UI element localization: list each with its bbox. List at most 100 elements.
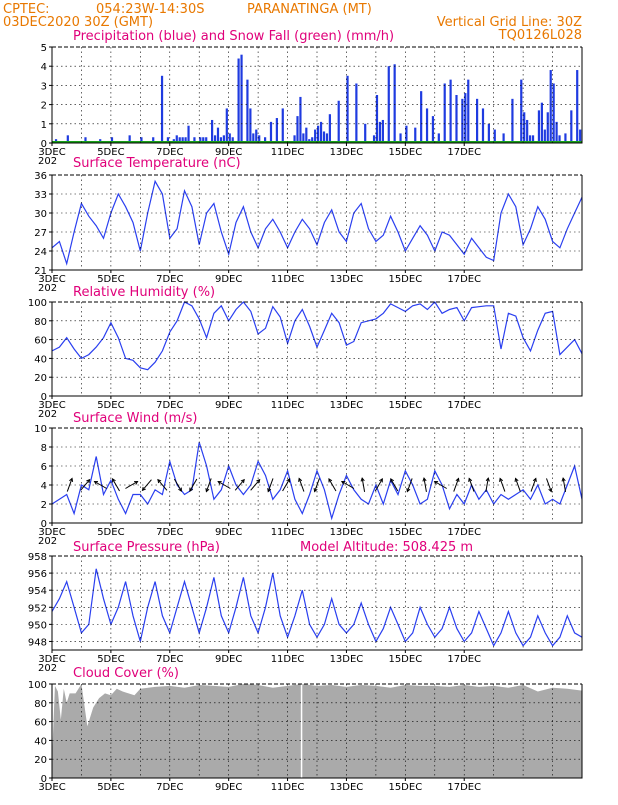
precip-bar [414,127,417,143]
header-coords: 054:23W-14:30S [96,2,204,17]
x-tick-label: 3DEC [38,274,65,285]
y-tick-label: 5 [41,43,47,54]
y-tick-label: 4 [41,481,47,492]
x-tick-label: 7DEC [156,274,183,285]
wind-arrow [234,478,245,491]
x-tick-label: 9DEC [215,274,242,285]
wind-arrow [561,477,567,492]
x-year-label: 202 [38,156,57,167]
wind-arrow [267,478,274,493]
precip-bar [546,112,549,143]
cloud-gap [300,684,303,778]
precip-bar [570,110,573,143]
precip-bar [431,116,435,143]
y-tick-label: 60 [34,336,47,347]
wind-arrow [453,477,460,492]
x-tick-label: 11DEC [271,782,305,793]
y-tick-label: 40 [34,354,47,365]
header-station: PARANATINGA (MT) [247,2,372,17]
y-tick-label: 0 [41,519,47,530]
y-tick-label: 958 [28,552,47,563]
x-tick-label: 3DEC [38,782,65,793]
precip-bar [540,102,543,143]
wind-arrow [298,477,305,492]
precip-bar [364,123,367,143]
precip-bar [443,83,446,143]
cloud-title: Cloud Cover (%) [73,666,179,681]
temp-panel: 21 24 27 30 33 36 3DEC 5DEC 7DEC 9DEC 11DEC 13DEC 15… [34,171,583,294]
precip-bar [152,137,155,143]
precip-bar [502,133,505,143]
precip-bar [337,100,340,143]
precip-bar [526,119,529,143]
precip-bar [193,137,196,143]
wind-title: Surface Wind (m/s) [73,411,197,426]
precip-bar [140,137,143,143]
x-tick-label: 3DEC [38,654,65,665]
x-tick-label: 5DEC [97,274,124,285]
precip-bar [275,118,278,143]
wind-arrow [514,477,521,492]
precip-bar [523,112,526,143]
x-tick-label: 17DEC [447,400,481,411]
precip-bar [387,66,390,143]
rh-panel: 0 20 40 60 80 100 3DEC 5DEC 7DEC 9DEC 11DEC 13DEC 15… [28,298,583,420]
x-tick-label: 13DEC [330,274,364,285]
frame [51,47,583,144]
y-tick-label: 954 [28,586,47,597]
precip-bar [252,133,255,143]
precip-bar [128,135,131,143]
x-tick-label: 7DEC [156,527,183,538]
frame [51,428,583,524]
x-tick-label: 11DEC [271,527,305,538]
precip-bar [222,135,225,143]
precip-bar [328,114,331,143]
x-year-label: 202 [38,663,57,674]
precip-bar [231,137,234,143]
frame [51,302,583,397]
precip-bar [372,135,376,143]
header-run: 03DEC2020 30Z (GMT) [3,15,153,30]
wind-arrow [189,478,198,492]
x-tick-label: 9DEC [215,400,242,411]
precip-bar [555,121,558,143]
precip-bar [399,133,402,143]
rh-title: Relative Humidity (%) [73,285,215,300]
y-tick-label: 6 [41,462,47,473]
y-tick-label: 20 [34,755,47,766]
precip-bar [302,133,305,143]
pressure-title: Surface Pressure (hPa) [73,540,220,555]
precip-bar [299,96,302,143]
y-tick-label: 24 [34,247,47,258]
frame [51,684,583,779]
precip-bar [425,108,429,143]
x-tick-label: 5DEC [97,400,124,411]
y-tick-label: 27 [34,228,47,239]
y-tick-label: 20 [34,373,47,384]
precip-bar [305,127,308,143]
precip-bar [216,127,220,143]
y-tick-label: 950 [28,620,47,631]
precip-bar [225,108,228,143]
wind-arrow [546,478,553,493]
x-tick-label: 17DEC [447,782,481,793]
precip-bar [160,75,164,143]
precip-bar [461,98,464,143]
x-year-label: 202 [38,409,57,420]
y-tick-label: 2 [41,101,47,112]
y-tick-label: 30 [34,209,47,220]
precip-bar [314,129,317,143]
x-tick-label: 11DEC [271,654,305,665]
y-tick-label: 0 [41,774,47,785]
precip-bar [511,98,514,143]
precip-bar [449,79,452,143]
precip-bar [213,135,217,143]
x-tick-label: 11DEC [271,400,305,411]
precip-bar [269,121,273,143]
cloud-panel: 0 20 40 60 80 100 3DEC 5DEC 7DEC 9DEC 11DEC 13DEC 15… [28,680,583,793]
precip-bar [564,133,567,143]
wind-arrow [340,480,355,489]
y-tick-label: 40 [34,736,47,747]
y-tick-label: 8 [41,443,47,454]
x-tick-label: 3DEC [38,527,65,538]
